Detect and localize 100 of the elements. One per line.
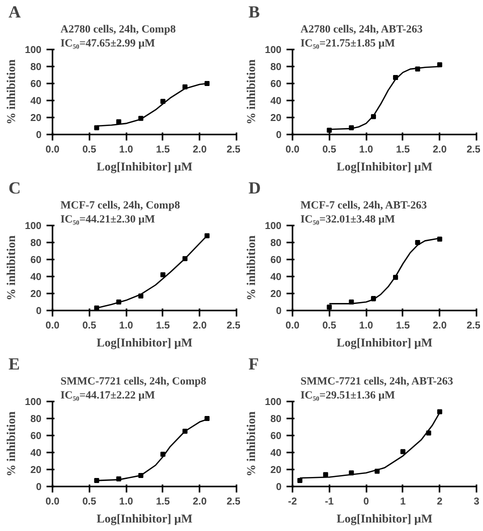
- y-tick-label: 20: [30, 289, 42, 300]
- y-tick-label: 60: [270, 255, 282, 266]
- x-tick-label: 2.0: [192, 496, 208, 508]
- y-tick-label: 40: [270, 272, 282, 283]
- chart-subtitle: IC₅₀=47.65±2.99 μM: [60, 38, 156, 50]
- x-tick-label: 2.5: [226, 320, 241, 332]
- y-tick-label: 0: [276, 306, 282, 317]
- y-tick-label: 100: [24, 45, 42, 56]
- x-axis-title: Log[Inhibitor] μM: [96, 336, 192, 350]
- x-tick-label: 1.5: [156, 144, 170, 156]
- x-axis-title: Log[Inhibitor] μM: [96, 160, 192, 174]
- x-tick-label: -2: [288, 496, 298, 508]
- y-tick-label: 0: [276, 482, 282, 493]
- chart-subtitle: IC₅₀=44.21±2.30 μM: [60, 214, 156, 226]
- text: D: [248, 178, 261, 198]
- x-tick-label: 0.0: [46, 144, 60, 156]
- x-tick-label: 1.0: [119, 320, 134, 332]
- chart-title: SMMC-7721 cells, 24h, Comp8: [60, 376, 207, 388]
- x-tick-label: 0.5: [322, 144, 337, 156]
- y-tick-label: 0: [276, 130, 282, 141]
- x-tick-label: 2.5: [226, 144, 241, 156]
- y-tick-label: 0: [36, 306, 42, 317]
- x-tick-label: 2.0: [192, 320, 208, 332]
- y-tick-label: 80: [30, 414, 42, 425]
- y-axis-title: % inhibition: [4, 411, 18, 477]
- y-axis-title: % inhibition: [4, 59, 18, 125]
- x-axis-title: Log[Inhibitor] μM: [336, 512, 432, 526]
- x-tick-label: 1.0: [119, 496, 134, 508]
- y-tick-label: 60: [30, 255, 42, 266]
- y-tick-label: 20: [270, 113, 282, 124]
- y-tick-label: 40: [30, 448, 42, 459]
- x-tick-label: 2.0: [432, 144, 448, 156]
- y-tick-label: 0: [36, 482, 42, 493]
- chart-subtitle: IC₅₀=21.75±1.85 μM: [300, 38, 396, 50]
- y-tick-label: 20: [270, 289, 282, 300]
- x-tick-label: 3: [474, 496, 480, 508]
- text: C: [8, 178, 21, 198]
- x-tick-label: 0.0: [286, 320, 300, 332]
- x-tick-label: -1: [324, 496, 334, 508]
- y-tick-label: 40: [30, 272, 42, 283]
- chart-title: MCF-7 cells, 24h, Comp8: [60, 200, 180, 212]
- x-tick-label: 2.5: [466, 144, 481, 156]
- x-tick-label: 0.0: [286, 144, 300, 156]
- x-tick-label: 0.0: [46, 496, 60, 508]
- x-tick-label: 1.0: [359, 320, 374, 332]
- y-tick-label: 80: [270, 62, 282, 73]
- y-axis-title: % inhibition: [244, 235, 258, 301]
- x-tick-label: 2.5: [466, 320, 481, 332]
- y-tick-label: 40: [30, 96, 42, 107]
- x-tick-label: 1.0: [359, 144, 374, 156]
- y-axis-title: % inhibition: [244, 411, 258, 477]
- y-tick-label: 100: [264, 45, 282, 56]
- x-tick-label: 1.5: [396, 144, 410, 156]
- y-tick-label: 60: [30, 79, 42, 90]
- y-axis-title: % inhibition: [4, 235, 18, 301]
- x-tick-label: 2.5: [226, 496, 241, 508]
- y-tick-label: 80: [30, 62, 42, 73]
- text: E: [8, 354, 20, 374]
- y-tick-label: 20: [30, 113, 42, 124]
- x-tick-label: 1.0: [119, 144, 134, 156]
- y-tick-label: 100: [24, 397, 42, 408]
- x-tick-label: 2.0: [192, 144, 208, 156]
- chart-title: MCF-7 cells, 24h, ABT-263: [300, 200, 428, 212]
- x-tick-label: 0.5: [82, 496, 97, 508]
- chart-title: A2780 cells, 24h, Comp8: [60, 24, 176, 36]
- x-axis-title: Log[Inhibitor] μM: [336, 160, 432, 174]
- y-tick-label: 60: [270, 431, 282, 442]
- y-tick-label: 80: [270, 238, 282, 249]
- x-axis-title: Log[Inhibitor] μM: [336, 336, 432, 350]
- x-tick-label: 2: [436, 496, 443, 508]
- chart-subtitle: IC₅₀=29.51±1.36 μM: [300, 390, 396, 402]
- y-tick-label: 100: [24, 221, 42, 232]
- x-tick-label: 1.5: [156, 320, 170, 332]
- y-tick-label: 100: [264, 221, 282, 232]
- text: B: [248, 2, 260, 22]
- chart-title: SMMC-7721 cells, 24h, ABT-263: [300, 376, 454, 388]
- x-tick-label: 1.5: [396, 320, 410, 332]
- text: F: [248, 354, 259, 374]
- y-tick-label: 20: [30, 465, 42, 476]
- x-tick-label: 2.0: [432, 320, 448, 332]
- y-tick-label: 0: [36, 130, 42, 141]
- y-tick-label: 40: [270, 448, 282, 459]
- x-tick-label: 1: [400, 496, 406, 508]
- x-tick-label: 0.0: [46, 320, 60, 332]
- chart-title: A2780 cells, 24h, ABT-263: [300, 24, 424, 36]
- y-tick-label: 40: [270, 96, 282, 107]
- y-tick-label: 60: [30, 431, 42, 442]
- x-tick-label: 0.5: [82, 144, 97, 156]
- x-axis-title: Log[Inhibitor] μM: [96, 512, 192, 526]
- y-tick-label: 100: [264, 397, 282, 408]
- x-tick-label: 0: [363, 496, 370, 508]
- y-tick-label: 60: [270, 79, 282, 90]
- y-tick-label: 80: [270, 414, 282, 425]
- text: A: [8, 2, 22, 22]
- x-tick-label: 0.5: [322, 320, 337, 332]
- y-axis-title: % inhibition: [244, 59, 258, 125]
- x-tick-label: 0.5: [82, 320, 97, 332]
- y-tick-label: 20: [270, 465, 282, 476]
- y-tick-label: 80: [30, 238, 42, 249]
- chart-subtitle: IC₅₀=44.17±2.22 μM: [60, 390, 156, 402]
